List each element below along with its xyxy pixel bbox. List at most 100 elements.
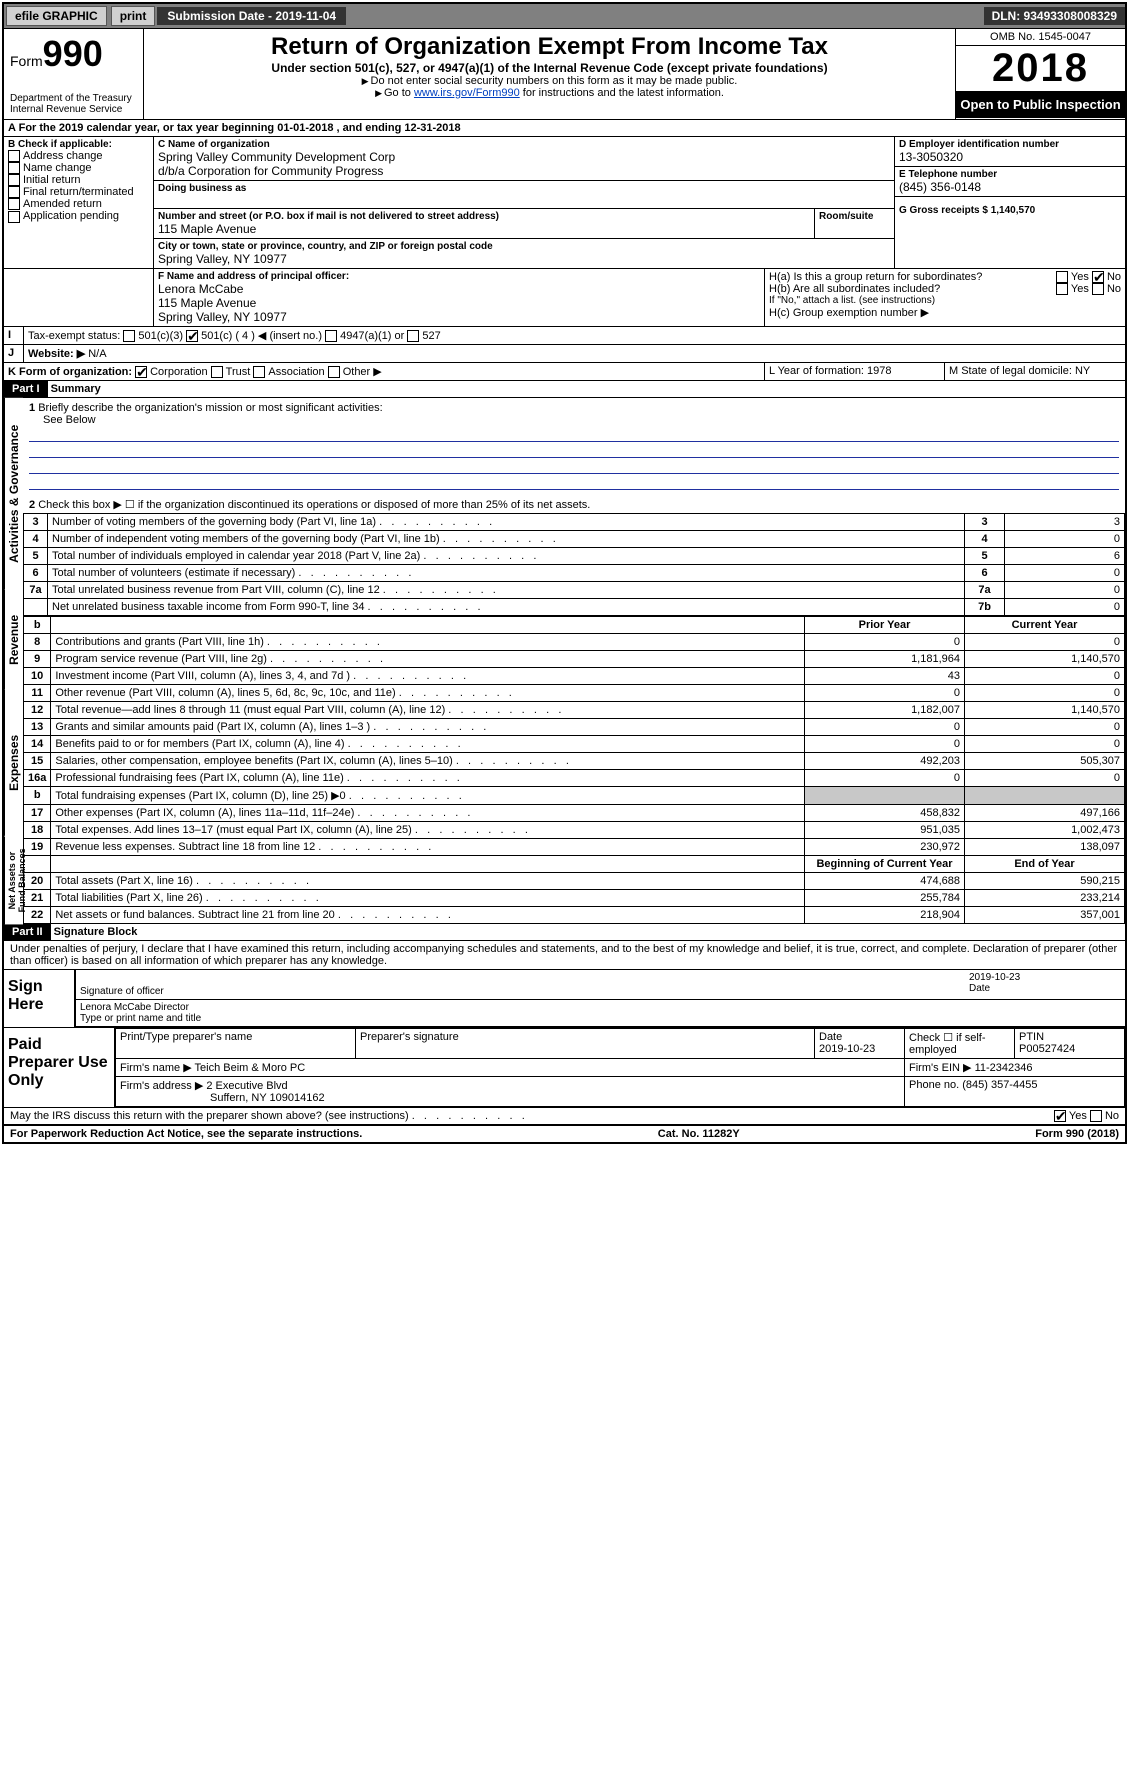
- side-revenue: Revenue: [4, 590, 23, 690]
- chk-ha-no[interactable]: [1092, 271, 1104, 283]
- ssn-note: Do not enter social security numbers on …: [148, 75, 951, 87]
- chk-corp[interactable]: [135, 366, 147, 378]
- firm-address: 2 Executive Blvd: [206, 1080, 287, 1092]
- officer-printed-name: Lenora McCabe Director: [80, 1002, 1121, 1013]
- chk-501c[interactable]: [186, 330, 198, 342]
- table-row: 3Number of voting members of the governi…: [24, 514, 1125, 531]
- box-c: C Name of organization Spring Valley Com…: [154, 137, 895, 268]
- firm-name: Teich Beim & Moro PC: [195, 1062, 306, 1074]
- chk-527[interactable]: [407, 330, 419, 342]
- line-j: J Website: ▶ N/A: [4, 345, 1125, 363]
- chk-app-pending[interactable]: [8, 211, 20, 223]
- form-subtitle: Under section 501(c), 527, or 4947(a)(1)…: [148, 61, 951, 75]
- street-address: 115 Maple Avenue: [158, 222, 810, 236]
- side-netassets: Net Assets or Fund Balances: [4, 836, 23, 924]
- dln-number: DLN: 93493308008329: [984, 7, 1125, 25]
- box-deg: D Employer identification number 13-3050…: [895, 137, 1125, 268]
- officer-name: Lenora McCabe: [158, 282, 760, 296]
- discuss-line: May the IRS discuss this return with the…: [4, 1108, 1125, 1126]
- chk-amended[interactable]: [8, 198, 20, 210]
- prior-current-table: b Prior Year Current Year 8Contributions…: [23, 616, 1125, 924]
- table-row: Net unrelated business taxable income fr…: [24, 599, 1125, 616]
- dept-treasury: Department of the Treasury Internal Reve…: [10, 93, 137, 115]
- line-a: A For the 2019 calendar year, or tax yea…: [4, 120, 1125, 136]
- table-row: 21Total liabilities (Part X, line 26)255…: [24, 890, 1125, 907]
- table-row: 18Total expenses. Add lines 13–17 (must …: [24, 822, 1125, 839]
- table-row: bTotal fundraising expenses (Part IX, co…: [24, 787, 1125, 805]
- table-row: 4Number of independent voting members of…: [24, 531, 1125, 548]
- prep-date: 2019-10-23: [819, 1043, 875, 1055]
- table-row: 17Other expenses (Part IX, column (A), l…: [24, 805, 1125, 822]
- chk-ha-yes[interactable]: [1056, 271, 1068, 283]
- efile-button[interactable]: efile GRAPHIC: [6, 6, 107, 26]
- governance-table: 3Number of voting members of the governi…: [23, 513, 1125, 616]
- tax-year: 2018: [956, 46, 1125, 91]
- h-b: H(b) Are all subordinates included?: [769, 283, 940, 295]
- table-row: 5Total number of individuals employed in…: [24, 548, 1125, 565]
- chk-assoc[interactable]: [253, 366, 265, 378]
- chk-name-change[interactable]: [8, 162, 20, 174]
- gross-receipts: G Gross receipts $ 1,140,570: [899, 205, 1121, 216]
- goto-note: Go to www.irs.gov/Form990 for instructio…: [148, 87, 951, 99]
- table-row: 6Total number of volunteers (estimate if…: [24, 565, 1125, 582]
- submission-date: Submission Date - 2019-11-04: [157, 7, 346, 25]
- chk-501c3[interactable]: [123, 330, 135, 342]
- form-990-page: efile GRAPHIC print Submission Date - 20…: [2, 2, 1127, 1144]
- firm-ein: 11-2342346: [975, 1062, 1033, 1074]
- form-header: Form990 Department of the Treasury Inter…: [4, 29, 1125, 120]
- irs-link[interactable]: www.irs.gov/Form990: [414, 87, 520, 99]
- h-c: H(c) Group exemption number ▶: [769, 306, 1121, 319]
- city-state-zip: Spring Valley, NY 10977: [158, 252, 890, 266]
- paid-preparer-block: Paid Preparer Use Only Print/Type prepar…: [4, 1028, 1125, 1108]
- box-b: B Check if applicable: Address change Na…: [4, 137, 154, 268]
- table-row: 16aProfessional fundraising fees (Part I…: [24, 770, 1125, 787]
- part-i-header: Part I Summary: [4, 381, 1125, 398]
- chk-discuss-yes[interactable]: [1054, 1110, 1066, 1122]
- chk-final-return[interactable]: [8, 186, 20, 198]
- part-ii-header: Part II Signature Block: [4, 924, 1125, 941]
- h-a: H(a) Is this a group return for subordin…: [769, 271, 982, 283]
- chk-discuss-no[interactable]: [1090, 1110, 1102, 1122]
- chk-hb-yes[interactable]: [1056, 283, 1068, 295]
- chk-initial-return[interactable]: [8, 174, 20, 186]
- chk-address-change[interactable]: [8, 150, 20, 162]
- line-klm: K Form of organization: Corporation Trus…: [4, 363, 1125, 381]
- mission-text: See Below: [43, 414, 96, 426]
- table-row: 12Total revenue—add lines 8 through 11 (…: [24, 702, 1125, 719]
- table-row: 22Net assets or fund balances. Subtract …: [24, 907, 1125, 924]
- table-row: 13Grants and similar amounts paid (Part …: [24, 719, 1125, 736]
- table-row: 11Other revenue (Part VIII, column (A), …: [24, 685, 1125, 702]
- state-domicile: M State of legal domicile: NY: [945, 363, 1125, 380]
- line-2: 2 Check this box ▶ ☐ if the organization…: [23, 496, 1125, 513]
- table-row: 9Program service revenue (Part VIII, lin…: [24, 651, 1125, 668]
- table-row: 19Revenue less expenses. Subtract line 1…: [24, 839, 1125, 856]
- top-toolbar: efile GRAPHIC print Submission Date - 20…: [4, 4, 1125, 29]
- mission-block: 1 Briefly describe the organization's mi…: [23, 398, 1125, 496]
- form-number: Form990: [10, 33, 137, 75]
- perjury-statement: Under penalties of perjury, I declare th…: [4, 941, 1125, 969]
- table-row: 10Investment income (Part VIII, column (…: [24, 668, 1125, 685]
- omb-number: OMB No. 1545-0047: [956, 29, 1125, 46]
- year-formation: L Year of formation: 1978: [765, 363, 945, 380]
- table-row: 15Salaries, other compensation, employee…: [24, 753, 1125, 770]
- sign-date: 2019-10-23: [969, 972, 1121, 983]
- org-name: Spring Valley Community Development Corp: [158, 150, 890, 164]
- chk-4947[interactable]: [325, 330, 337, 342]
- ein: 13-3050320: [899, 150, 1121, 164]
- side-governance: Activities & Governance: [4, 398, 23, 590]
- print-button[interactable]: print: [111, 6, 156, 26]
- identity-block: B Check if applicable: Address change Na…: [4, 137, 1125, 269]
- telephone: (845) 356-0148: [899, 180, 1121, 194]
- chk-other[interactable]: [328, 366, 340, 378]
- side-expenses: Expenses: [4, 690, 23, 836]
- line-i: I Tax-exempt status: 501(c)(3) 501(c) ( …: [4, 327, 1125, 345]
- firm-phone: (845) 357-4455: [962, 1079, 1037, 1091]
- chk-trust[interactable]: [211, 366, 223, 378]
- table-row: 14Benefits paid to or for members (Part …: [24, 736, 1125, 753]
- open-public-badge: Open to Public Inspection: [956, 91, 1125, 118]
- website: N/A: [88, 348, 106, 360]
- sign-here-block: Sign Here Signature of officer 2019-10-2…: [4, 969, 1125, 1028]
- table-row: 7aTotal unrelated business revenue from …: [24, 582, 1125, 599]
- org-dba: d/b/a Corporation for Community Progress: [158, 164, 890, 178]
- form-title: Return of Organization Exempt From Incom…: [148, 33, 951, 61]
